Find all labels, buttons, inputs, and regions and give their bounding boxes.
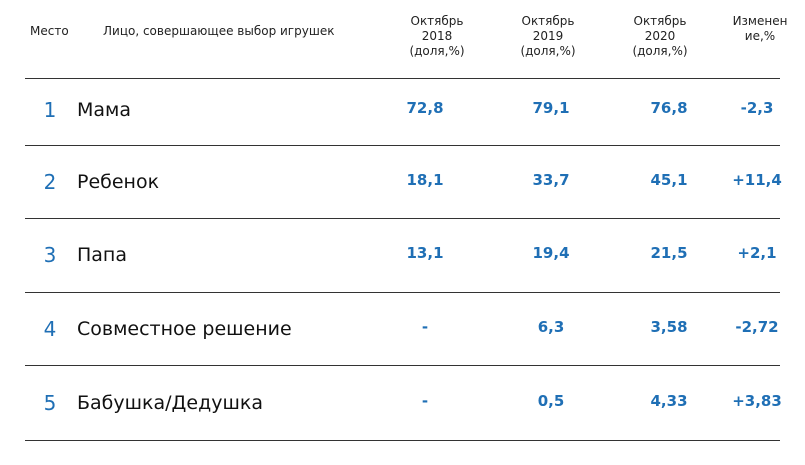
person-name: Папа bbox=[77, 244, 127, 266]
rank: 2 bbox=[43, 170, 57, 194]
column-header-line: ие,% bbox=[744, 29, 776, 43]
value-cell: +2,1 bbox=[737, 244, 777, 262]
value-cell: -2,72 bbox=[735, 318, 779, 336]
value-cell: 79,1 bbox=[532, 99, 570, 117]
value-cell: 76,8 bbox=[650, 99, 688, 117]
value-cell: 6,3 bbox=[537, 318, 565, 336]
value-cell: -2,3 bbox=[740, 99, 774, 117]
column-header-line: (доля,%) bbox=[632, 44, 688, 58]
rank: 5 bbox=[43, 391, 57, 415]
column-header-line: 2019 bbox=[532, 29, 564, 43]
value-cell: 21,5 bbox=[650, 244, 688, 262]
value-cell: - bbox=[421, 318, 429, 336]
value-cell: +3,83 bbox=[732, 392, 782, 410]
column-header-line: (доля,%) bbox=[409, 44, 465, 58]
column-header-line: 2018 bbox=[421, 29, 453, 43]
column-header: Октябрь 2019 (доля,%) bbox=[520, 14, 575, 59]
column-header-line: Октябрь bbox=[521, 14, 575, 28]
value-cell: 3,58 bbox=[650, 318, 688, 336]
rank: 3 bbox=[43, 243, 57, 267]
column-header-line: Октябрь bbox=[410, 14, 464, 28]
row-rule bbox=[25, 292, 780, 293]
value-cell: +11,4 bbox=[732, 171, 782, 189]
header-place: Место bbox=[30, 24, 69, 38]
rank: 4 bbox=[43, 317, 57, 341]
value-cell: 18,1 bbox=[406, 171, 444, 189]
value-cell: 19,4 bbox=[532, 244, 570, 262]
rank: 1 bbox=[43, 98, 57, 122]
column-header-line: Изменен bbox=[732, 14, 788, 28]
value-cell: 45,1 bbox=[650, 171, 688, 189]
value-cell: 33,7 bbox=[532, 171, 570, 189]
person-name: Мама bbox=[77, 99, 132, 121]
value-cell: 72,8 bbox=[406, 99, 444, 117]
value-cell: 0,5 bbox=[537, 392, 565, 410]
column-header-line: Октябрь bbox=[633, 14, 687, 28]
person-name: Бабушка/Дедушка bbox=[77, 392, 263, 414]
column-header-line: (доля,%) bbox=[520, 44, 576, 58]
column-header: Октябрь 2020 (доля,%) bbox=[632, 14, 687, 59]
column-header: Изменен ие,% bbox=[733, 14, 788, 44]
value-cell: 13,1 bbox=[406, 244, 444, 262]
column-header-line: 2020 bbox=[644, 29, 676, 43]
header-rule bbox=[25, 78, 780, 79]
row-rule bbox=[25, 365, 780, 366]
person-name: Ребенок bbox=[77, 171, 160, 193]
row-rule bbox=[25, 218, 780, 219]
value-cell: - bbox=[421, 392, 429, 410]
row-rule bbox=[25, 145, 780, 146]
column-header: Октябрь 2018 (доля,%) bbox=[409, 14, 464, 59]
value-cell: 4,33 bbox=[650, 392, 688, 410]
person-name: Совместное решение bbox=[77, 318, 292, 340]
header-person: Лицо, совершающее выбор игрушек bbox=[103, 24, 335, 38]
row-rule bbox=[25, 440, 780, 441]
